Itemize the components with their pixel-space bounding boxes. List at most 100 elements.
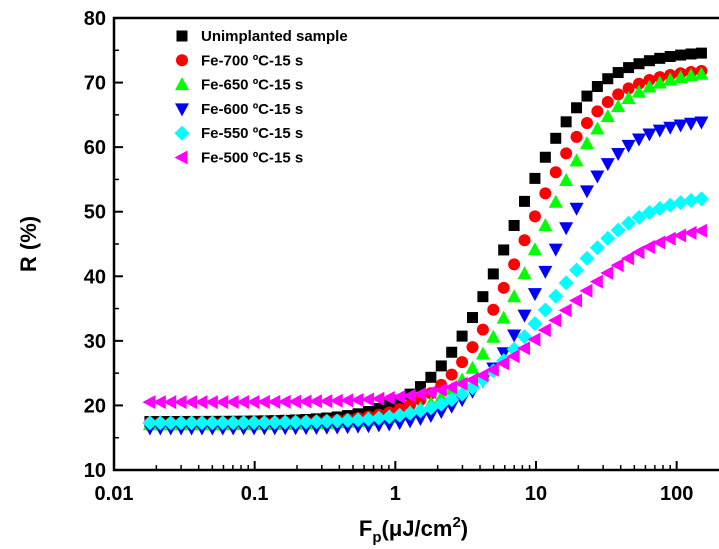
data-point xyxy=(673,119,688,133)
data-point xyxy=(621,91,636,105)
data-point xyxy=(381,390,395,405)
data-point xyxy=(194,415,210,431)
data-point xyxy=(600,230,616,246)
legend-label: Fe-550 ºC-15 s xyxy=(201,125,303,142)
data-point xyxy=(580,116,593,129)
data-point xyxy=(454,386,470,402)
data-point xyxy=(527,316,543,332)
data-point xyxy=(537,302,553,318)
data-point xyxy=(361,420,376,434)
data-point xyxy=(403,415,418,429)
data-point xyxy=(498,244,510,256)
data-point xyxy=(371,419,386,433)
data-point xyxy=(277,394,291,409)
data-point xyxy=(508,219,520,231)
data-point xyxy=(529,172,541,184)
data-point xyxy=(527,288,542,302)
legend-item: Fe-650 ºC-15 s xyxy=(175,77,303,94)
data-point xyxy=(173,395,187,410)
data-point xyxy=(433,383,447,398)
data-point xyxy=(477,291,489,303)
data-point xyxy=(570,130,583,143)
x-tick-label: 0.1 xyxy=(241,483,269,505)
data-point xyxy=(662,231,676,246)
data-point xyxy=(142,395,156,410)
legend-item: Fe-550 ºC-15 s xyxy=(174,125,303,142)
legend-item: Fe-700 ºC-15 s xyxy=(176,52,303,69)
data-point xyxy=(383,399,395,411)
y-tick-label: 80 xyxy=(84,8,106,30)
data-point xyxy=(152,415,168,431)
data-point xyxy=(507,329,522,343)
data-point xyxy=(631,209,647,225)
data-point xyxy=(611,147,626,161)
data-point xyxy=(600,158,615,172)
x-axis-title-sup: 2 xyxy=(452,514,460,531)
data-point xyxy=(673,228,687,243)
data-point xyxy=(496,310,511,324)
x-axis-title-sub: p xyxy=(372,529,381,546)
data-point xyxy=(612,67,624,79)
data-point xyxy=(277,414,293,430)
data-point xyxy=(548,194,563,208)
data-point xyxy=(559,222,574,236)
data-point xyxy=(423,409,438,423)
legend-marker xyxy=(175,103,189,117)
data-point xyxy=(590,170,605,184)
y-tick-label: 20 xyxy=(84,395,106,417)
data-point xyxy=(623,62,635,74)
data-point xyxy=(466,341,479,354)
data-point xyxy=(693,223,707,238)
data-point xyxy=(508,258,521,271)
legend-item: Unimplanted sample xyxy=(176,28,348,45)
x-axis-title-unit: (μJ/cm xyxy=(382,516,453,541)
data-point xyxy=(246,415,262,431)
data-point xyxy=(350,393,364,408)
data-point xyxy=(579,136,594,150)
y-tick-label: 60 xyxy=(84,137,106,159)
data-point xyxy=(571,102,583,114)
data-point xyxy=(632,77,645,90)
data-point xyxy=(142,415,158,431)
data-point xyxy=(152,395,166,410)
data-point xyxy=(487,268,499,280)
data-point xyxy=(559,173,574,187)
data-point xyxy=(466,312,478,324)
data-point xyxy=(506,349,520,364)
data-point xyxy=(537,323,551,338)
data-point xyxy=(569,262,585,278)
data-point xyxy=(392,417,407,431)
data-point xyxy=(288,414,304,430)
data-point xyxy=(685,48,697,60)
data-point xyxy=(518,234,531,247)
data-point xyxy=(664,51,676,63)
data-point xyxy=(371,391,385,406)
data-point xyxy=(683,225,697,240)
data-point xyxy=(517,341,531,356)
data-point xyxy=(581,90,593,102)
data-point xyxy=(527,332,541,347)
legend-label: Fe-650 ºC-15 s xyxy=(201,77,303,94)
data-point xyxy=(579,283,593,298)
x-tick-label: 10 xyxy=(525,483,547,505)
y-tick-label: 10 xyxy=(84,460,106,482)
data-point xyxy=(683,193,699,209)
data-point xyxy=(414,381,426,393)
series-6 xyxy=(142,223,707,410)
data-point xyxy=(163,415,179,431)
data-point xyxy=(517,309,532,323)
data-point xyxy=(600,266,614,281)
data-point xyxy=(684,117,699,131)
data-point xyxy=(360,411,376,427)
data-point xyxy=(446,346,458,358)
data-point xyxy=(548,288,564,304)
data-point xyxy=(622,82,635,95)
data-point xyxy=(538,218,553,232)
x-axis-title-close: ) xyxy=(461,516,468,541)
y-tick-label: 30 xyxy=(84,331,106,353)
legend: Unimplanted sample Fe-700 ºC-15 s Fe-650 º… xyxy=(174,28,348,167)
data-point xyxy=(631,245,645,260)
data-point xyxy=(308,394,322,409)
data-point xyxy=(693,191,709,207)
y-tick-label: 40 xyxy=(84,266,106,288)
